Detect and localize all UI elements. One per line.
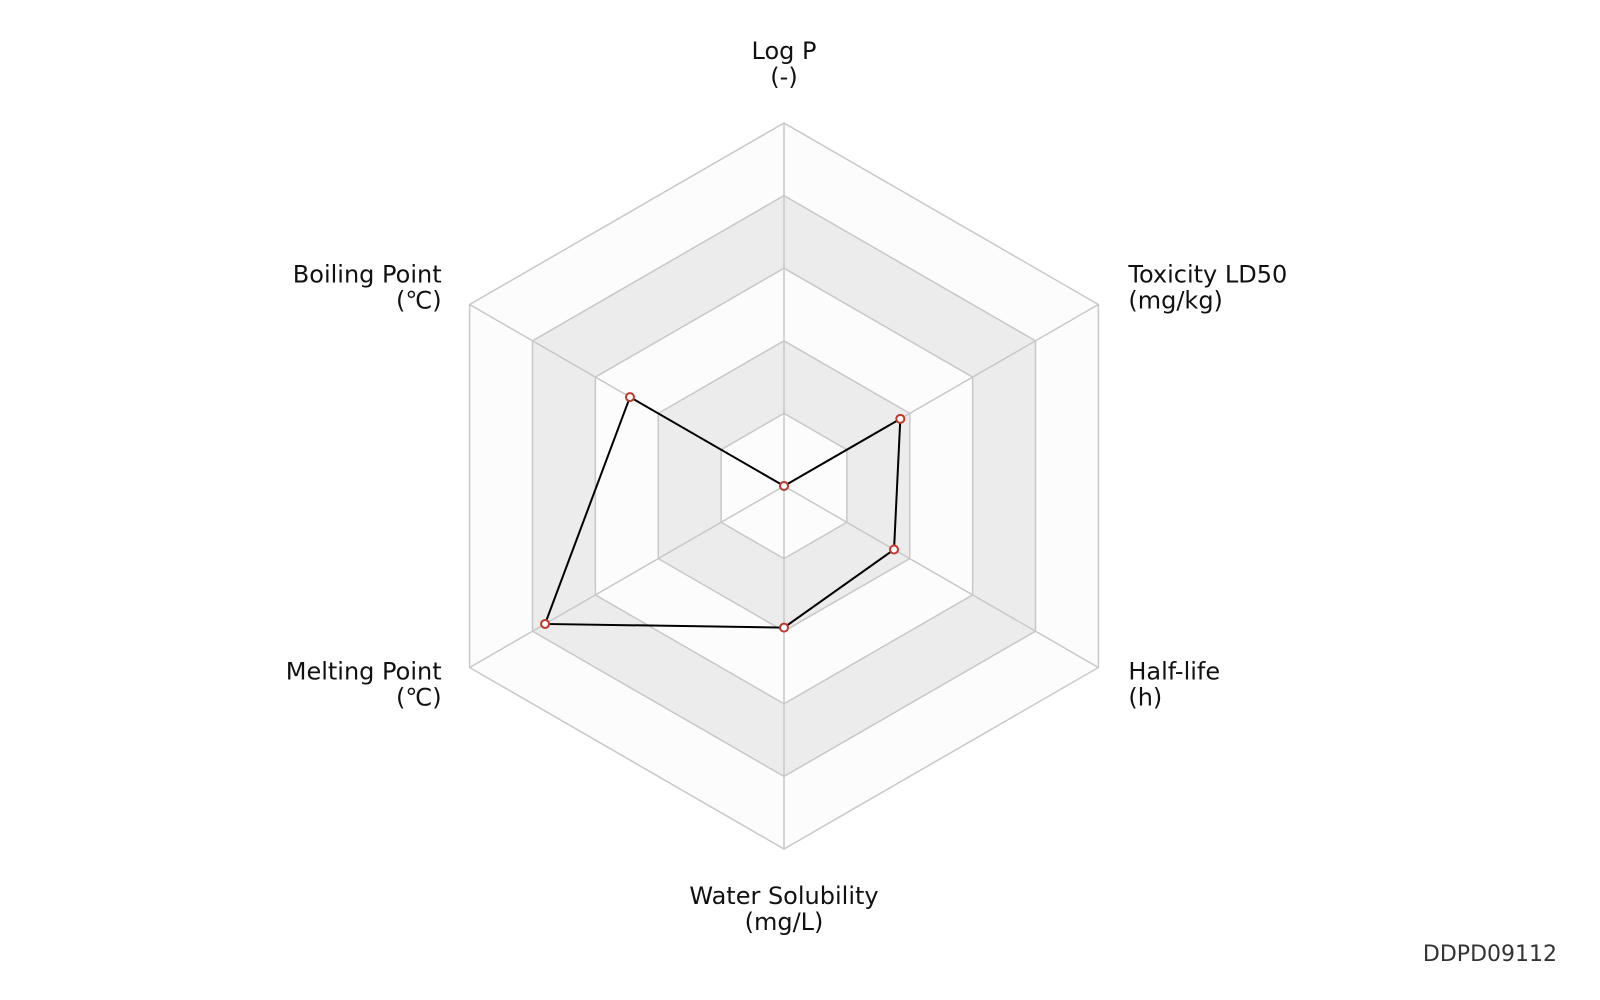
axis-spoke <box>469 485 785 669</box>
axis-unit: (mg/L) <box>745 908 824 936</box>
axis-spoke <box>783 485 1099 669</box>
data-point <box>779 481 789 491</box>
axis-label: Boiling Point <box>293 261 442 289</box>
axis-unit: (℃) <box>396 684 442 712</box>
axis-unit: (-) <box>770 63 797 91</box>
data-point <box>889 544 900 555</box>
axis-label: Log P <box>752 37 817 65</box>
axis-label: Melting Point <box>286 658 442 686</box>
data-point <box>624 392 635 403</box>
data-point <box>540 618 551 629</box>
axis-unit: (℃) <box>396 287 442 315</box>
axis-label: Toxicity LD50 <box>1127 261 1287 289</box>
data-point <box>779 622 789 633</box>
axis-unit: (mg/kg) <box>1128 287 1223 315</box>
axis-unit: (h) <box>1128 684 1162 712</box>
watermark: DDPD09112 <box>1423 942 1557 967</box>
axis-label: Half-life <box>1128 658 1220 686</box>
data-point <box>895 413 906 424</box>
axis-label: Water Solubility <box>689 882 878 910</box>
